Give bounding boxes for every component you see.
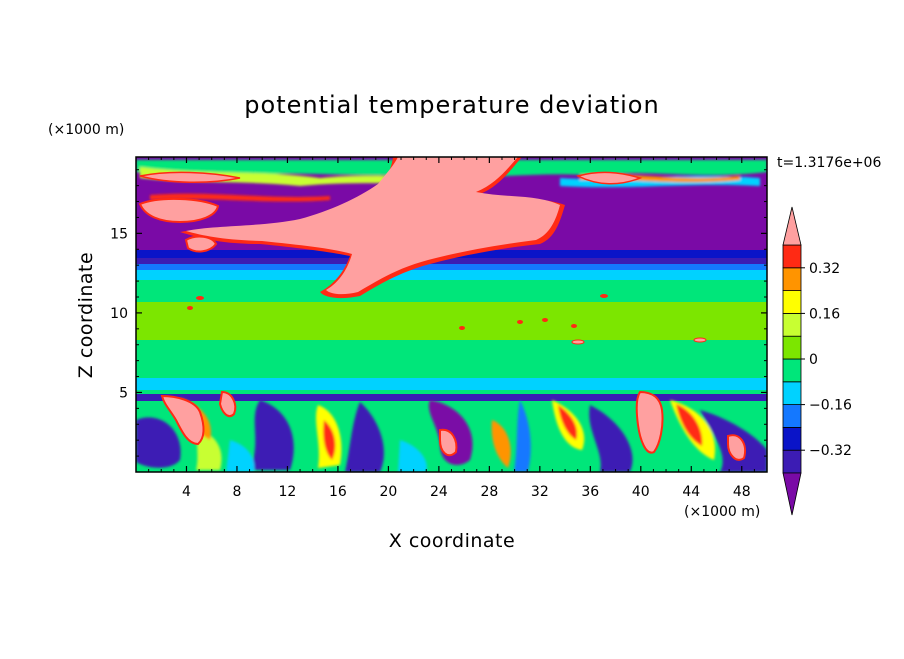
y-axis-label: Z coordinate: [75, 252, 97, 378]
eddy-purple: [345, 402, 384, 472]
warm-thermal: [439, 428, 458, 457]
x-tick-label: 48: [733, 484, 751, 500]
eddy-cyan: [226, 440, 255, 472]
x-tick-label: 24: [430, 484, 448, 500]
colorbar-segment: [782, 381, 802, 405]
mid-dot: [196, 296, 204, 300]
colorbar-segment: [782, 426, 802, 451]
mid-level-dots: [187, 294, 707, 345]
warm-plume-core: [186, 157, 560, 295]
eddy-cyan: [398, 440, 427, 472]
colorbar-segment: [782, 335, 802, 360]
top-right-warm-streak: [575, 171, 643, 185]
left-warm-blob: [138, 197, 220, 224]
colorbar-tick-label: 0.32: [809, 261, 840, 277]
colorbar-segment: [782, 244, 802, 269]
colorbar-segment: [782, 449, 802, 474]
x-tick-label: 36: [581, 484, 599, 500]
colorbar-tick-label: −0.16: [809, 398, 852, 414]
x-tick-label: 8: [232, 484, 241, 500]
warm-thermal: [218, 390, 237, 418]
mid-dot: [517, 320, 523, 324]
mid-dot: [187, 306, 193, 310]
colorbar: −0.32 −0.16 0 0.16 0.32: [782, 206, 852, 516]
warm-thermal: [635, 390, 664, 454]
lightblue-strip: [136, 264, 767, 270]
x-unit-label: (×1000 m): [684, 504, 760, 520]
warm-plume: [138, 157, 643, 299]
left-warm-blob-2: [184, 235, 218, 253]
cyan-strip-high: [136, 268, 767, 280]
warm-thermal: [727, 434, 746, 461]
mid-dot: [600, 294, 608, 298]
heatmap-plot-area: [136, 157, 767, 472]
boundary-eddies: [136, 398, 767, 472]
y-axis-ticks: 5 10 15: [110, 169, 767, 457]
eddy-red: [323, 420, 336, 460]
mid-dot: [459, 326, 465, 330]
eddy-purple: [136, 417, 181, 468]
colorbar-low-extension: [782, 472, 802, 516]
eddy-blue: [514, 400, 531, 472]
x-tick-label: 28: [480, 484, 498, 500]
colorbar-segment: [782, 267, 802, 291]
x-tick-label: 20: [379, 484, 397, 500]
upper-red-streak: [150, 193, 330, 202]
colorbar-segment: [782, 358, 802, 383]
mid-dot: [571, 339, 585, 345]
y-tick-label: 15: [110, 226, 128, 242]
x-axis-label: X coordinate: [389, 530, 515, 552]
boundary-layer: [136, 390, 767, 472]
mid-dot: [693, 337, 707, 343]
y-unit-label: (×1000 m): [48, 122, 124, 138]
colorbar-segment: [782, 404, 802, 428]
boundary-top-band: [136, 394, 767, 401]
tropopause-band-violet: [136, 258, 767, 266]
top-left-warm-streak: [139, 171, 241, 184]
eddy-purple: [589, 405, 633, 472]
x-tick-label: 44: [682, 484, 700, 500]
eddy-purple: [250, 400, 294, 470]
colorbar-segment: [782, 312, 802, 337]
eddy-red: [676, 404, 703, 446]
time-label: t=1.3176e+06: [777, 155, 881, 171]
colorbar-tick-label: 0: [809, 352, 818, 368]
x-tick-label: 32: [531, 484, 549, 500]
eddy-orange: [491, 420, 511, 468]
x-tick-label: 16: [329, 484, 347, 500]
colorbar-high-extension: [782, 206, 802, 246]
chart-title: potential temperature deviation: [244, 91, 659, 119]
mid-dot: [542, 318, 548, 322]
mid-dot: [571, 324, 577, 328]
x-tick-label: 40: [632, 484, 650, 500]
y-tick-label: 10: [110, 306, 128, 322]
eddy-red: [558, 405, 578, 440]
x-tick-label: 12: [279, 484, 297, 500]
colorbar-segment: [782, 290, 802, 314]
colorbar-tick-label: 0.16: [809, 306, 840, 322]
x-tick-label: 4: [182, 484, 191, 500]
colorbar-tick-label: −0.32: [809, 443, 852, 459]
warm-thermal: [160, 394, 205, 446]
y-tick-label: 5: [119, 385, 128, 401]
cyan-strip-low: [136, 378, 767, 390]
x-axis-ticks: 4 8 12 16 20 24 28 32 36 40 44 48: [148, 157, 755, 500]
